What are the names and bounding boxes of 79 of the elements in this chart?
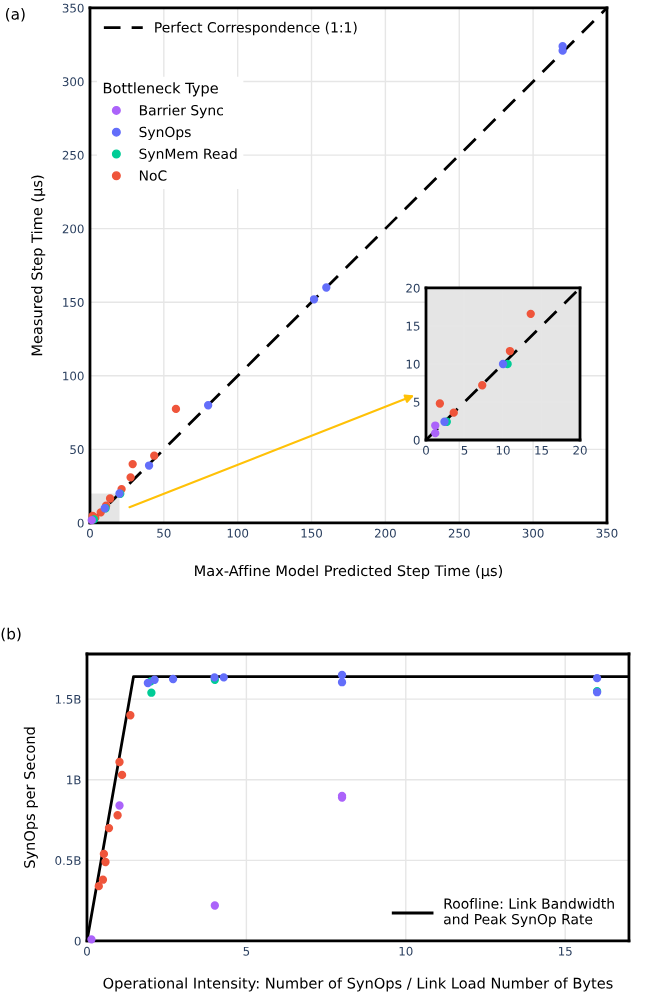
y-tick-label: 10 <box>406 359 420 369</box>
x-tick-label: 15 <box>535 445 548 455</box>
x-tick-label: 250 <box>448 528 470 538</box>
x-tick-label: 5 <box>243 946 250 956</box>
x-tick-label: 5 <box>461 445 468 455</box>
y-axis-title: SynOps per Second <box>23 727 38 868</box>
point <box>101 857 110 867</box>
point <box>104 823 114 833</box>
x-tick-label: 350 <box>596 528 618 538</box>
y-tick-label: 0.5B <box>55 856 81 866</box>
point <box>126 711 135 720</box>
point <box>98 875 108 884</box>
y-tick-label: 15 <box>406 321 420 331</box>
legend-label: SynMem Read <box>139 148 237 162</box>
y-tick-label: 20 <box>406 283 420 293</box>
point <box>435 399 445 408</box>
x-tick-label: 300 <box>522 528 544 538</box>
point <box>168 674 178 684</box>
y-tick-label: 0 <box>74 936 81 946</box>
point <box>309 295 319 304</box>
legend-title: Bottleneck Type <box>103 82 218 97</box>
y-tick-label: 150 <box>63 297 84 307</box>
point <box>322 283 331 292</box>
point <box>478 381 487 390</box>
legend-label: Roofline: Link Bandwidth and Peak SynOp Rate <box>444 898 614 928</box>
chart-title: (a) <box>5 7 25 22</box>
x-tick-label: 50 <box>157 528 171 538</box>
point <box>505 346 515 356</box>
x-tick-label: 20 <box>573 445 587 455</box>
chart-title: (b) <box>1 627 21 642</box>
legend-label: Perfect Correspondence (1:1) <box>155 21 357 36</box>
point <box>203 401 213 410</box>
y-tick-label: 250 <box>62 150 84 160</box>
point <box>115 757 124 767</box>
point <box>147 688 156 697</box>
point <box>144 461 154 470</box>
point <box>113 811 122 820</box>
y-tick-label: 300 <box>62 77 84 87</box>
y-tick-label: 1.5B <box>55 695 81 704</box>
point <box>526 309 535 318</box>
point <box>337 678 347 687</box>
x-tick-label: 15 <box>558 946 572 956</box>
point <box>498 359 508 369</box>
y-tick-label: 100 <box>63 371 84 381</box>
point <box>592 674 602 683</box>
point <box>117 770 127 780</box>
x-tick-label: 10 <box>399 946 413 956</box>
point <box>99 849 109 859</box>
y-tick-label: 350 <box>62 3 84 13</box>
legend-label: Barrier Sync <box>139 104 223 119</box>
y-tick-label: 0 <box>77 518 84 528</box>
point <box>150 675 159 684</box>
x-tick-label: 100 <box>227 528 249 538</box>
point <box>128 459 137 469</box>
y-tick-label: 5 <box>413 397 420 407</box>
point <box>87 935 96 944</box>
point <box>431 428 440 438</box>
point <box>449 408 458 417</box>
x-tick-label: 10 <box>496 445 510 455</box>
y-axis-title: Measured Step Time (μs) <box>31 175 46 356</box>
y-tick-label: 0 <box>413 435 420 445</box>
point <box>431 421 440 430</box>
y-tick-label: 200 <box>62 224 84 234</box>
point <box>105 494 115 503</box>
point <box>210 901 219 910</box>
x-tick-label: 0 <box>423 445 429 455</box>
point <box>94 881 103 891</box>
point <box>126 473 135 482</box>
x-axis-title: Operational Intensity: Number of SynOps / Link Load Number of Bytes <box>103 977 613 992</box>
x-tick-label: 200 <box>374 528 396 538</box>
point <box>219 673 228 682</box>
x-tick-label: 0 <box>87 528 93 538</box>
legend-label: NoC <box>139 170 167 181</box>
point <box>150 451 159 460</box>
point <box>171 404 181 414</box>
x-tick-label: 150 <box>301 528 323 538</box>
legend-label: SynOps <box>139 126 191 140</box>
x-axis-title: Max-Affine Model Predicted Step Time (μs) <box>195 564 503 580</box>
y-tick-label: 1B <box>67 775 81 785</box>
